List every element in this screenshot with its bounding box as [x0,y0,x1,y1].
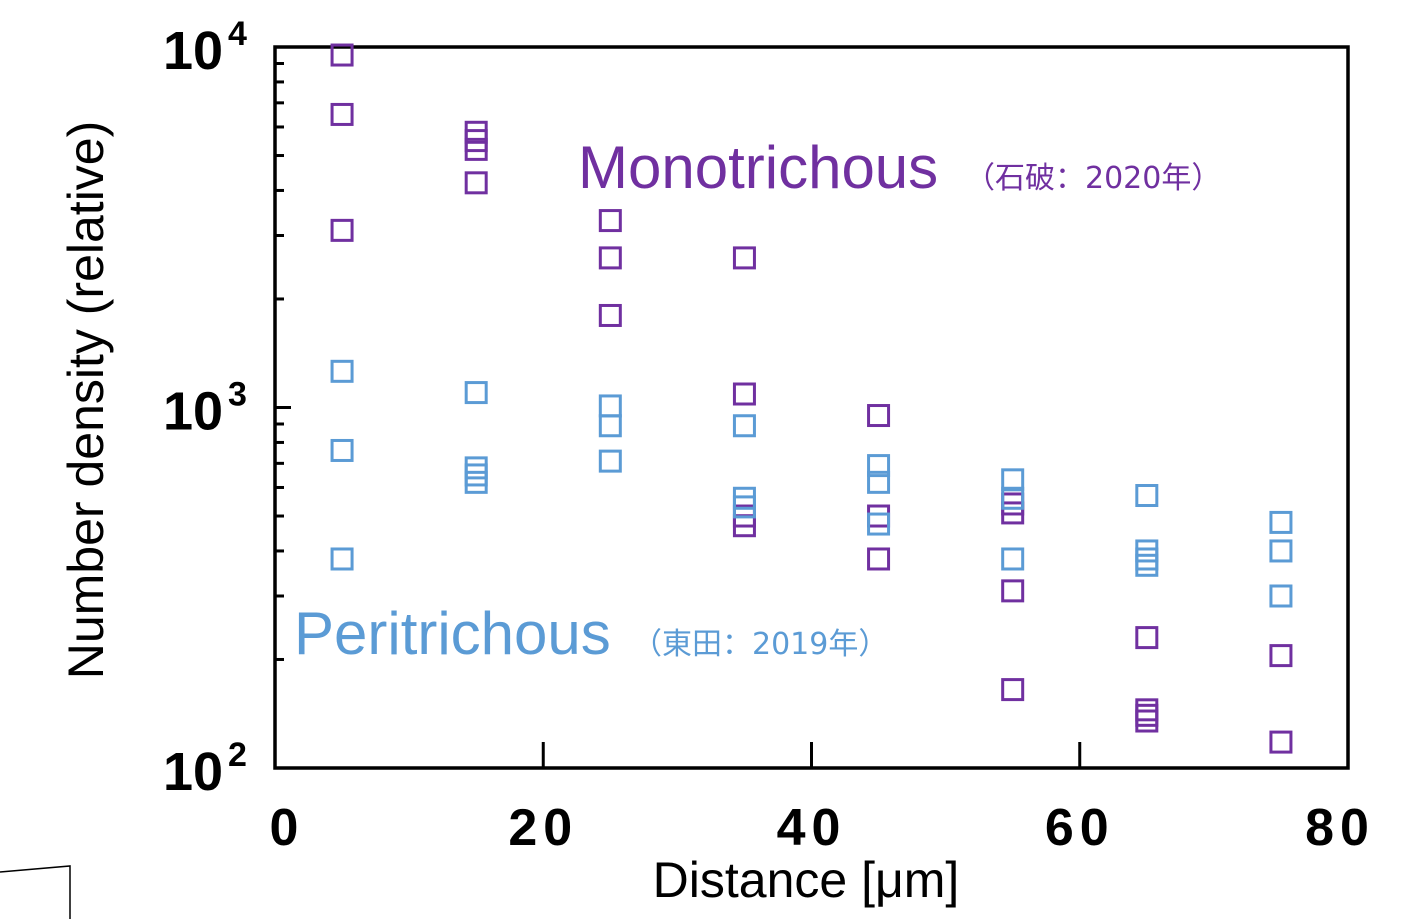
y-tick-label-exponent: 2 [228,736,247,774]
y-tick-label-base: 10 [163,21,223,81]
data-point [867,404,891,428]
data-point [732,495,756,519]
data-point [1001,547,1025,571]
data-point [1269,539,1293,563]
data-point [330,102,354,126]
series-label-monotrichous: Monotrichous （石破：2020年） [578,134,1221,201]
y-tick-label: 10 3 [163,376,247,442]
data-point [867,470,891,494]
data-point [1001,678,1025,702]
x-axis-tick-labels: 0 20 40 60 80 [270,799,1375,857]
series-name-peritrichous: Peritrichous [294,600,611,667]
data-point [1269,730,1293,754]
data-point [1135,709,1159,733]
data-point [1269,584,1293,608]
data-point [732,246,756,270]
data-point [1135,547,1159,571]
data-point [1135,539,1159,563]
data-point [464,470,488,494]
x-tick-label: 40 [777,799,847,857]
data-point [330,547,354,571]
series-name-monotrichous: Monotrichous [578,134,938,201]
y-tick-label: 10 2 [163,736,247,802]
x-axis-title: Distance [μm] [653,852,960,908]
data-point [1135,553,1159,577]
data-point [598,246,622,270]
series-points-monotrichous [330,43,1293,754]
data-point [1269,644,1293,668]
data-point [330,438,354,462]
series-label-peritrichous: Peritrichous （東田：2019年） [294,600,888,667]
series-source-peritrichous: （東田：2019年） [632,627,888,662]
x-tick-label: 80 [1305,799,1375,857]
data-point [464,463,488,487]
series-points-peritrichous [330,359,1293,608]
data-point [330,43,354,67]
y-tick-label-exponent: 3 [228,376,247,414]
data-point [1001,486,1025,510]
data-point [464,171,488,195]
data-point [598,394,622,418]
y-axis-title: Number density (relative) [58,121,114,680]
y-tick-label-base: 10 [163,382,223,442]
y-tick-label-exponent: 4 [228,15,247,53]
y-tick-label: 10 4 [163,15,247,81]
cropped-shape-fragment [0,865,71,919]
data-point [598,209,622,233]
data-point [598,414,622,438]
data-point [598,449,622,473]
data-point [867,547,891,571]
data-point [1135,626,1159,650]
x-tick-label: 60 [1045,799,1115,857]
data-point [330,359,354,383]
data-point [598,303,622,327]
data-point [1269,510,1293,534]
x-tick-label: 0 [270,799,305,857]
data-point [732,414,756,438]
data-point [1001,501,1025,525]
y-tick-label-base: 10 [163,742,223,802]
data-point [1001,468,1025,492]
data-point [330,218,354,242]
data-points [330,43,1293,754]
data-point [867,504,891,528]
x-tick-label: 20 [508,799,578,857]
data-point [464,137,488,161]
data-point [1135,484,1159,508]
data-point [867,512,891,536]
x-axis-ticks [541,742,1082,768]
data-point [732,382,756,406]
data-point [464,381,488,405]
data-point [1001,579,1025,603]
data-point [1135,703,1159,727]
data-point [867,454,891,478]
y-axis-ticks [275,45,291,770]
data-point [464,456,488,480]
series-source-monotrichous: （石破：2020年） [965,161,1221,196]
